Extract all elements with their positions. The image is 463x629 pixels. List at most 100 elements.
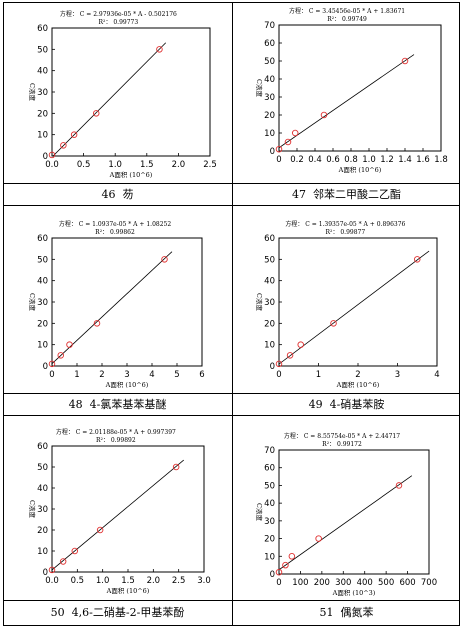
regression-line [52, 459, 184, 571]
data-point [275, 568, 283, 576]
plot-frame [278, 449, 430, 575]
regression-line [279, 475, 413, 571]
y-tick-label: 30 [37, 298, 48, 308]
x-tick-label: 0.4 [308, 155, 322, 165]
table-vertical-rule [232, 3, 233, 625]
x-tick-label: 4 [149, 370, 154, 380]
calibration-chart-51: 方程： C = 8.55754e-05 * A + 2.44717 R²： 0.9… [233, 416, 459, 600]
y-tick-label: 30 [264, 93, 275, 103]
data-point [297, 341, 304, 348]
table-rule [4, 183, 459, 184]
y-axis-label: C浓度 [28, 293, 37, 311]
y-tick-label: 10 [37, 341, 48, 351]
y-axis-label: C浓度 [255, 503, 264, 521]
data-point [70, 131, 78, 138]
equation-label: 方程： C = 1.0937e-05 * A + 1.08252 [59, 220, 172, 228]
y-tick-label: 20 [37, 526, 48, 536]
equation-label: 方程： C = 2.97936e-05 * A - 0.502176 [60, 10, 177, 18]
y-tick-label: 30 [264, 298, 275, 308]
y-tick-label: 20 [37, 319, 48, 329]
y-tick-label: 20 [264, 111, 275, 121]
calibration-chart-49: 方程： C = 1.39357e-05 * A + 0.896376 R²： 0.… [233, 206, 459, 393]
caption-47: 47 邻苯二甲酸二乙酯 [292, 188, 401, 201]
data-point [60, 142, 67, 149]
x-tick-label: 1.2 [380, 155, 394, 165]
x-axis-label: A面积 (10^6) [336, 380, 380, 389]
y-tick-label: 0 [270, 147, 275, 157]
x-tick-label: 3 [395, 370, 400, 380]
y-tick-label: 10 [37, 547, 48, 557]
y-tick-label: 20 [264, 319, 275, 329]
y-tick-label: 10 [264, 341, 275, 351]
x-tick-label: 2 [99, 370, 104, 380]
data-point [401, 57, 409, 65]
data-point [315, 535, 322, 542]
data-point [59, 558, 67, 565]
x-tick-label: 0 [276, 578, 281, 588]
y-tick-label: 0 [43, 362, 48, 372]
r-squared-label: R²： 0.99877 [326, 229, 366, 236]
x-tick-label: 0.0 [45, 160, 59, 170]
x-tick-label: 6 [199, 370, 204, 380]
y-tick-label: 0 [270, 362, 275, 372]
y-tick-label: 0 [43, 568, 48, 578]
x-tick-label: 1.8 [434, 155, 448, 165]
x-tick-label: 700 [421, 578, 437, 588]
data-point [93, 320, 101, 327]
x-tick-label: 3.0 [197, 576, 211, 586]
regression-line [52, 42, 167, 156]
x-tick-label: 0 [276, 370, 281, 380]
x-tick-label: 1 [316, 370, 321, 380]
x-tick-label: 0.6 [326, 155, 340, 165]
r-squared-label: R²： 0.99749 [327, 16, 367, 23]
y-tick-label: 60 [37, 24, 48, 34]
plot-frame [51, 445, 205, 573]
x-axis-label: A面积 (10^6) [106, 586, 150, 595]
y-tick-label: 60 [37, 234, 48, 244]
x-tick-label: 1.5 [121, 576, 135, 586]
data-point [161, 256, 168, 263]
caption-48: 48 4-氯苯基苯基醚 [68, 398, 167, 411]
calibration-chart-48: 方程： C = 1.0937e-05 * A + 1.08252 R²： 0.99… [4, 206, 232, 393]
x-tick-label: 0.5 [71, 576, 85, 586]
equation-label: 方程： C = 1.39357e-05 * A + 0.896376 [285, 220, 405, 228]
x-tick-label: 0 [49, 370, 54, 380]
regression-line [279, 54, 415, 149]
x-tick-label: 2 [355, 370, 360, 380]
x-tick-label: 400 [357, 578, 373, 588]
y-axis-label: C浓度 [255, 79, 264, 97]
y-tick-label: 70 [264, 446, 275, 456]
r-squared-label: R²： 0.99172 [322, 441, 362, 448]
y-tick-label: 40 [264, 499, 275, 509]
data-point [71, 547, 79, 555]
y-tick-label: 50 [264, 481, 275, 491]
y-tick-label: 50 [37, 45, 48, 55]
data-point [57, 352, 65, 359]
y-tick-label: 60 [37, 442, 48, 452]
data-point [66, 341, 73, 348]
x-axis-label: A面积 (10^3) [332, 588, 376, 597]
x-tick-label: 200 [314, 578, 330, 588]
data-point [48, 360, 56, 368]
data-point [172, 463, 180, 471]
y-tick-label: 30 [37, 88, 48, 98]
data-point [156, 46, 163, 53]
caption-50: 50 4,6-二硝基-2-甲基苯酚 [50, 606, 185, 619]
y-tick-label: 10 [264, 129, 275, 139]
data-point [320, 111, 328, 119]
x-tick-label: 100 [292, 578, 308, 588]
data-point [330, 320, 337, 327]
x-tick-label: 4 [434, 370, 439, 380]
equation-label: 方程： C = 2.01188e-05 * A + 0.997397 [56, 428, 176, 436]
data-point [48, 151, 56, 159]
plot-frame [51, 237, 203, 367]
x-tick-label: 2.5 [172, 576, 186, 586]
x-tick-label: 0.8 [344, 155, 358, 165]
calibration-chart-47: 方程： C = 3.45456e-05 * A + 1.83671 R²： 0.9… [233, 3, 459, 183]
y-tick-label: 50 [264, 255, 275, 265]
calibration-chart-50: 方程： C = 2.01188e-05 * A + 0.997397 R²： 0.… [4, 416, 232, 600]
x-axis-label: A面积 (10^6) [338, 165, 382, 174]
